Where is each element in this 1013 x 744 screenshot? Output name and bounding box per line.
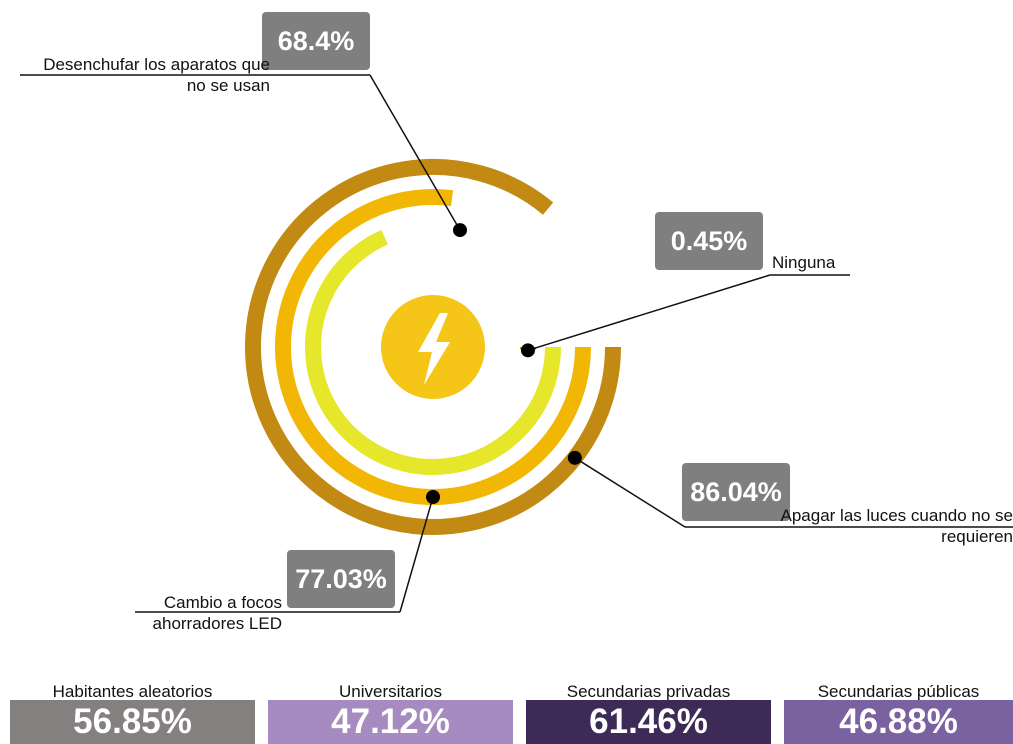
radial-bar [245, 159, 621, 535]
group-label: Universitarios [339, 682, 442, 701]
callout-dot [452, 223, 467, 238]
legend-label: Cambio a focos ahorradores LED [152, 593, 282, 633]
lightning-bolt [418, 313, 450, 385]
group-label: Secundarias privadas [566, 682, 731, 701]
radial-bar [275, 189, 591, 505]
legend-label: Apagar las luces cuando no se requieren [780, 506, 1013, 546]
legend-label: Desenchufar los aparatos que no se usan [43, 55, 270, 95]
group-value: 61.46% [526, 700, 771, 744]
group-value: 56.85% [10, 700, 255, 744]
value-label: 68.4% [262, 12, 370, 70]
group-value: 47.12% [268, 700, 513, 744]
value-label: 86.04% [682, 463, 790, 521]
callout-dot [567, 450, 582, 465]
value-label: 0.45% [655, 212, 763, 270]
callout-dot [426, 490, 440, 504]
value-label: 77.03% [287, 550, 395, 608]
group-label: Habitantes aleatorios [52, 682, 213, 701]
leader-line [369, 74, 461, 231]
radial-bar [305, 229, 561, 475]
callout-dot [520, 343, 535, 358]
leader-line [527, 274, 771, 352]
group-label: Secundarias públicas [817, 682, 980, 701]
leader-line [399, 496, 434, 613]
leader-line [574, 457, 686, 528]
legend-label: Ninguna [772, 253, 836, 272]
group-value: 46.88% [784, 700, 1013, 744]
